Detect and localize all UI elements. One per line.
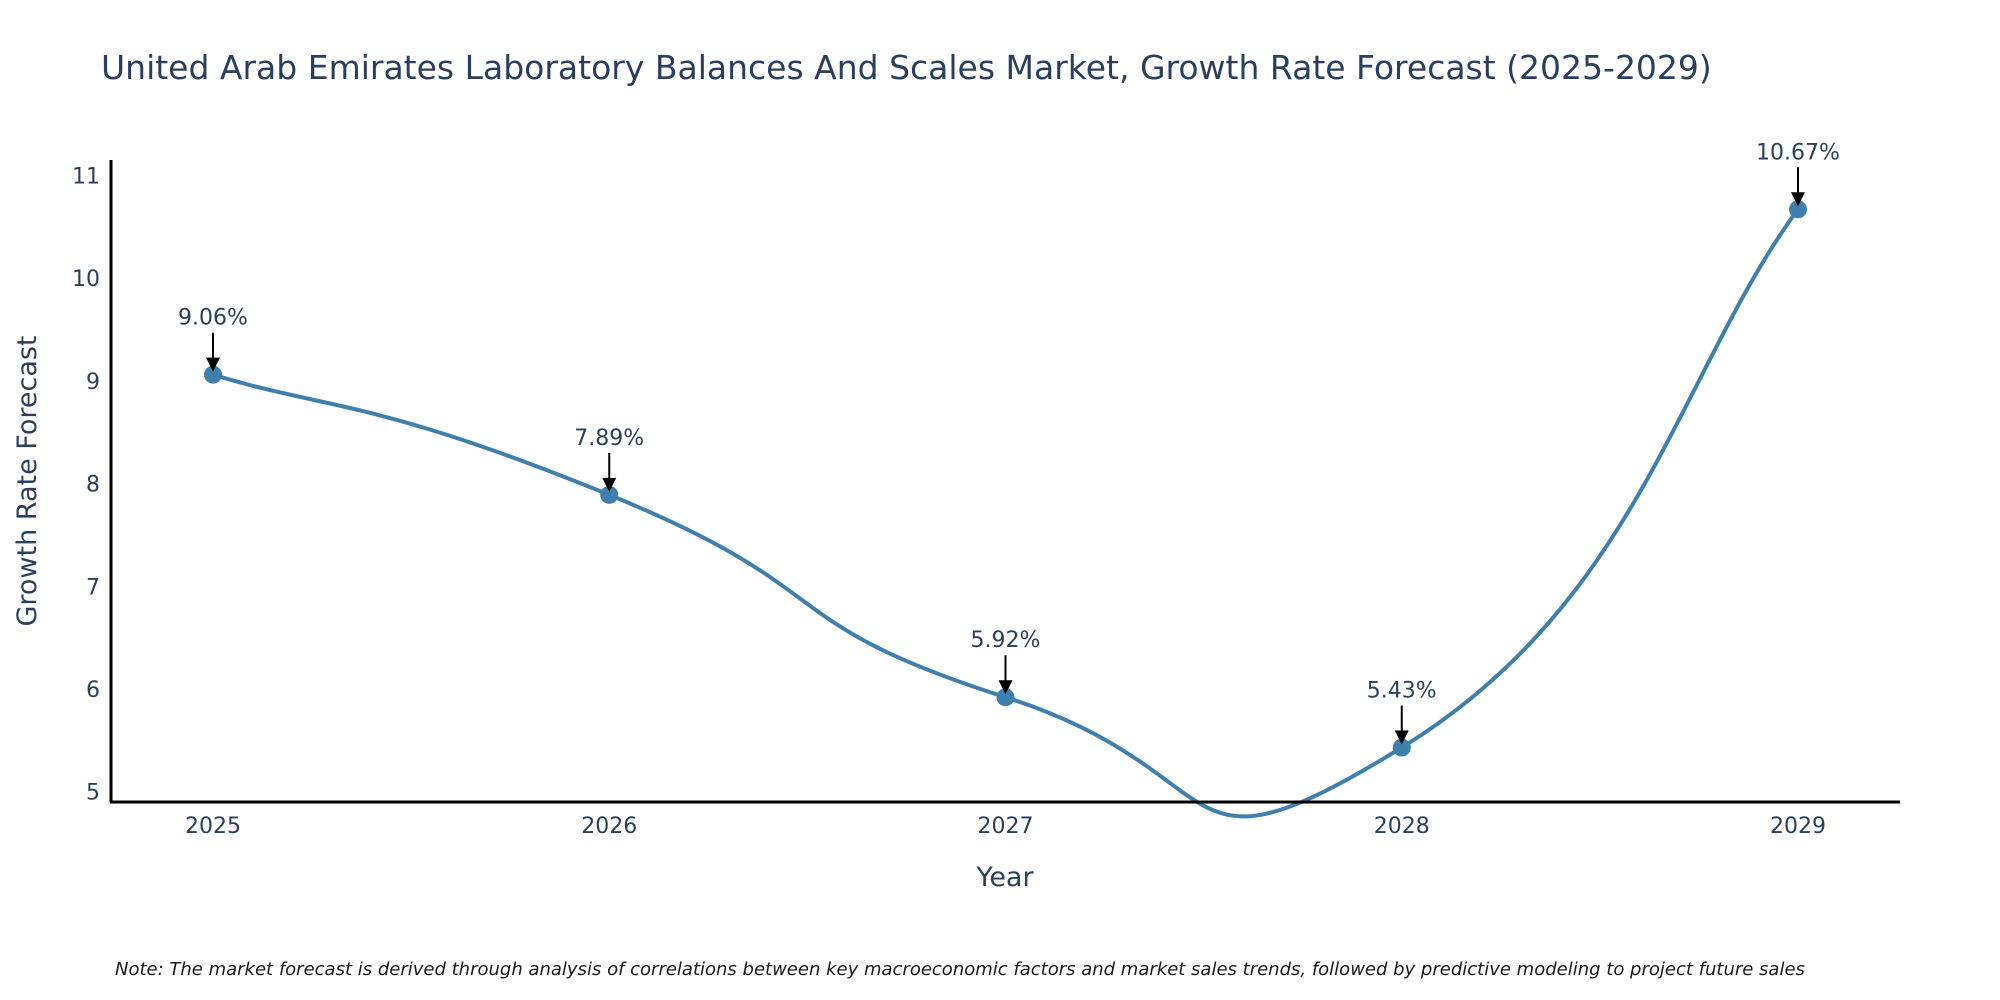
- x-tick-label: 2025: [185, 814, 241, 839]
- annotation-arrow-head: [206, 357, 220, 372]
- x-axis-title: Year: [975, 862, 1034, 893]
- y-axis-title: Growth Rate Forecast: [12, 335, 43, 626]
- y-tick-label: 5: [86, 781, 100, 806]
- annotation-arrow-head: [602, 477, 617, 492]
- data-label: 10.67%: [1756, 140, 1840, 165]
- data-point: [600, 485, 619, 504]
- x-tick-label: 2029: [1770, 814, 1826, 839]
- annotation-arrow-head: [1791, 192, 1805, 207]
- data-label: 5.43%: [1367, 679, 1437, 704]
- data-point: [996, 688, 1015, 707]
- x-tick-label: 2026: [581, 814, 637, 839]
- y-tick-label: 9: [86, 370, 100, 395]
- x-tick-label: 2027: [978, 814, 1034, 839]
- data-point: [1392, 738, 1411, 757]
- x-tick-label: 2028: [1374, 814, 1430, 839]
- data-label: 7.89%: [574, 426, 644, 451]
- y-tick-label: 7: [86, 575, 100, 600]
- chart-title: United Arab Emirates Laboratory Balances…: [101, 48, 1712, 87]
- y-axis-ticks: 5 6 7 8 9 10 11: [72, 164, 100, 805]
- data-label: 5.92%: [971, 628, 1041, 653]
- footnote: Note: The market forecast is derived thr…: [115, 959, 1805, 980]
- data-point: [204, 365, 222, 384]
- annotation-arrow-head: [998, 680, 1013, 695]
- y-tick-label: 8: [86, 473, 100, 498]
- plot-area: 9.06% 7.89% 5.92% 5.43% 10.67%: [109, 140, 1900, 819]
- x-axis-ticks: 2025 2026 2027 2028 2029: [185, 814, 1826, 839]
- data-point: [1789, 200, 1807, 219]
- data-label: 9.06%: [178, 306, 248, 331]
- annotation-arrow-head: [1394, 730, 1409, 745]
- y-tick-label: 11: [72, 164, 100, 189]
- y-tick-label: 10: [72, 267, 100, 292]
- y-tick-label: 6: [86, 678, 100, 703]
- series-line: [212, 208, 1800, 819]
